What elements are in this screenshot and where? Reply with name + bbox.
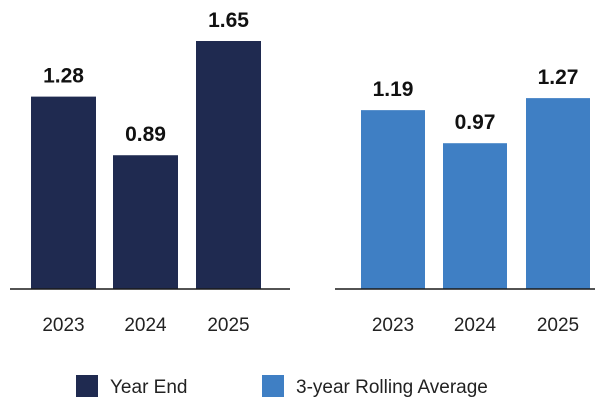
bar bbox=[113, 155, 178, 289]
legend-label: Year End bbox=[110, 377, 187, 398]
bar bbox=[361, 110, 425, 289]
data-label: 0.97 bbox=[455, 111, 496, 134]
data-label: 1.65 bbox=[208, 9, 249, 32]
legend: Year End 3-year Rolling Average bbox=[76, 375, 488, 398]
x-tick-label: 2023 bbox=[372, 315, 414, 336]
data-label: 1.19 bbox=[373, 78, 414, 101]
bar bbox=[196, 41, 261, 289]
x-tick-label: 2025 bbox=[207, 315, 249, 336]
chart-panel-1: 1.28 2023 0.89 2024 1.65 2025 bbox=[10, 9, 290, 336]
data-label: 1.28 bbox=[43, 65, 84, 88]
x-tick-label: 2024 bbox=[124, 315, 167, 336]
bar bbox=[443, 143, 507, 289]
data-label: 0.89 bbox=[125, 123, 166, 146]
x-tick-label: 2024 bbox=[454, 315, 497, 336]
data-label: 1.27 bbox=[538, 66, 579, 89]
x-tick-label: 2023 bbox=[42, 315, 84, 336]
bar bbox=[31, 96, 96, 289]
legend-swatch bbox=[262, 375, 284, 397]
bar bbox=[526, 98, 590, 289]
legend-swatch bbox=[76, 375, 98, 397]
legend-label: 3-year Rolling Average bbox=[296, 377, 488, 398]
chart-panel-2: 1.19 2023 0.97 2024 1.27 2025 bbox=[335, 66, 595, 336]
x-tick-label: 2025 bbox=[537, 315, 579, 336]
